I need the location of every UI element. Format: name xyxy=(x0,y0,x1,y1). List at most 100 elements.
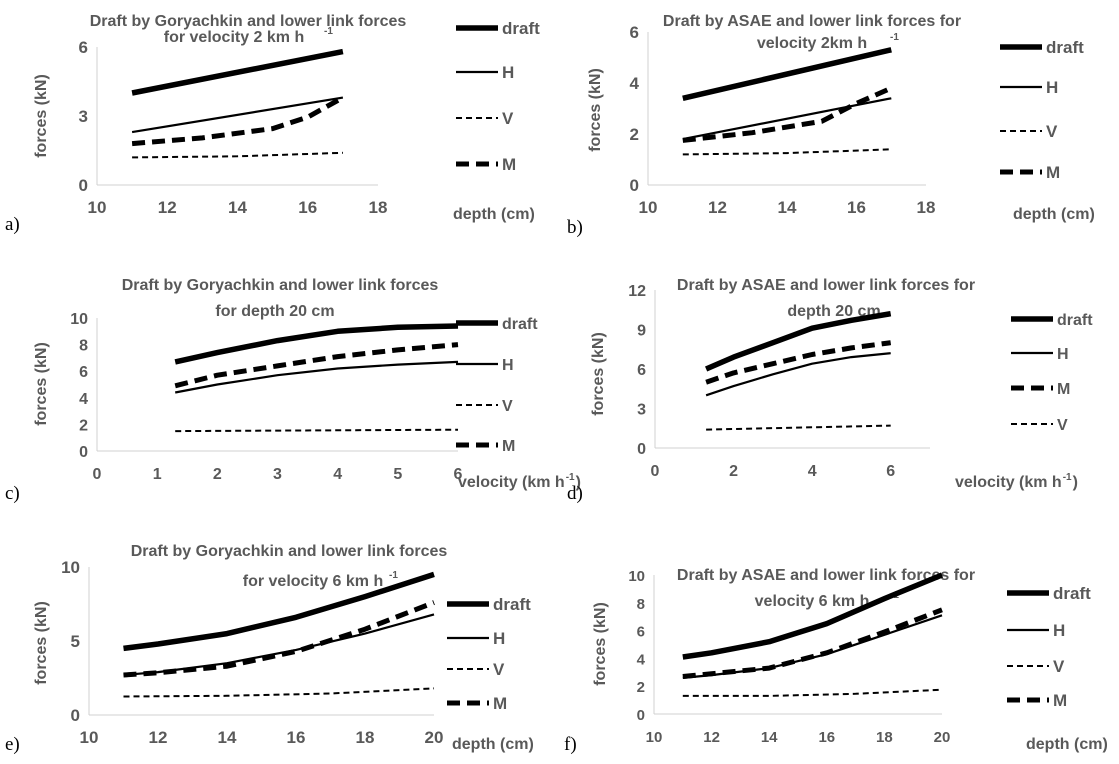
series-line-m xyxy=(682,607,943,679)
x-tick-label: 10 xyxy=(639,198,658,217)
chart-title-line-1: Draft by ASAE and lower link forces for xyxy=(677,277,975,294)
x-tick-label: 14 xyxy=(228,198,247,217)
x-axis-label: depth (cm) xyxy=(453,206,535,223)
x-tick-label: 5 xyxy=(393,466,402,483)
chart-title-line-2: velocity 2km h xyxy=(757,35,867,52)
x-tick-label: 2 xyxy=(213,466,222,483)
x-tick-label: 10 xyxy=(88,198,107,217)
legend-label-m: M xyxy=(502,438,515,455)
x-tick-label: 18 xyxy=(356,728,375,747)
y-tick-label: 6 xyxy=(637,624,645,641)
y-tick-label: 4 xyxy=(79,391,88,408)
x-axis-label-superscript: -1 xyxy=(1063,472,1072,483)
chart-title-line-2: for velocity 2 km h xyxy=(164,29,305,46)
legend-label-m: M xyxy=(1046,163,1060,182)
y-tick-label: 4 xyxy=(630,74,640,93)
x-tick-label: 10 xyxy=(646,729,663,746)
x-tick-label: 0 xyxy=(93,466,102,483)
legend-label-draft: draft xyxy=(1053,584,1091,603)
legend-label-v: V xyxy=(493,660,505,679)
x-axis-label: depth (cm) xyxy=(1026,736,1108,753)
series-line-draft xyxy=(705,310,892,372)
series-line-v xyxy=(132,151,343,159)
y-tick-label: 0 xyxy=(630,176,639,195)
series-line-m xyxy=(682,85,893,143)
x-tick-label: 3 xyxy=(273,466,282,483)
series-line-m xyxy=(131,95,345,147)
x-tick-label: 2 xyxy=(729,463,738,480)
y-tick-label: 2 xyxy=(637,679,645,696)
x-tick-label: 16 xyxy=(847,198,866,217)
chart-title-line-1: Draft by Goryachkin and lower link force… xyxy=(122,277,439,294)
panel-label: f) xyxy=(564,734,577,755)
legend-label-draft: draft xyxy=(502,19,540,38)
y-tick-label: 10 xyxy=(61,558,80,577)
y-tick-label: 6 xyxy=(79,364,88,381)
chart-title-line-1: Draft by Goryachkin and lower link force… xyxy=(90,13,407,30)
legend-label-v: V xyxy=(1057,417,1068,434)
x-tick-label: 16 xyxy=(287,728,306,747)
x-tick-label: 14 xyxy=(218,728,237,747)
x-tick-label: 12 xyxy=(708,198,727,217)
x-tick-label: 16 xyxy=(298,198,317,217)
legend-label-h: H xyxy=(1057,346,1069,363)
y-tick-label: 8 xyxy=(79,338,88,355)
legend-label-h: H xyxy=(502,63,514,82)
y-tick-label: 3 xyxy=(79,107,88,126)
chart-title-line-1: Draft by ASAE and lower link forces for xyxy=(663,13,961,30)
series-line-m xyxy=(123,600,435,678)
series-line-v xyxy=(175,428,459,433)
x-tick-label: 6 xyxy=(886,463,895,480)
x-tick-label: 20 xyxy=(934,729,951,746)
chart-title-line-2: depth 20 cm xyxy=(787,303,880,320)
series-line-m xyxy=(705,340,892,385)
y-tick-label: 0 xyxy=(637,707,645,724)
x-tick-label: 18 xyxy=(876,729,893,746)
y-axis-label: forces (kN) xyxy=(592,602,609,686)
x-axis-label: velocity (km h xyxy=(955,474,1062,491)
y-tick-label: 10 xyxy=(628,568,645,585)
series-line-h xyxy=(682,97,892,141)
series-line-draft xyxy=(682,572,944,660)
legend-label-h: H xyxy=(502,357,514,374)
series-line-v xyxy=(123,687,435,698)
legend-label-v: V xyxy=(502,109,514,128)
y-tick-label: 2 xyxy=(630,125,639,144)
legend-label-v: V xyxy=(1053,657,1065,676)
chart-d: d) Draft by ASAE and lower link forces fo… xyxy=(567,277,1093,504)
x-tick-label: 12 xyxy=(158,198,177,217)
legend-label-m: M xyxy=(493,694,507,713)
chart-c: c) Draft by Goryachkin and lower link for… xyxy=(5,277,581,504)
y-tick-label: 8 xyxy=(637,596,645,613)
chart-b: b) Draft by ASAE and lower link forces fo… xyxy=(567,13,1095,238)
y-tick-label: 0 xyxy=(79,176,88,195)
x-axis-label-end: ) xyxy=(1073,474,1078,491)
y-tick-label: 4 xyxy=(637,651,646,668)
x-axis-label: depth (cm) xyxy=(452,736,534,753)
y-tick-label: 2 xyxy=(79,417,88,434)
panel-label: a) xyxy=(5,214,20,235)
legend-label-h: H xyxy=(1053,621,1065,640)
legend-label-draft: draft xyxy=(1057,312,1093,329)
x-tick-label: 6 xyxy=(454,466,463,483)
panel-label: d) xyxy=(567,483,583,504)
x-axis-label: depth (cm) xyxy=(1013,206,1095,223)
x-tick-label: 16 xyxy=(818,729,835,746)
legend-label-m: M xyxy=(502,155,516,174)
y-axis-label: forces (kN) xyxy=(33,74,50,158)
series-line-h xyxy=(131,96,344,134)
y-tick-label: 0 xyxy=(71,706,80,725)
y-axis-label: forces (kN) xyxy=(33,342,50,426)
chart-title-superscript: -1 xyxy=(324,26,333,37)
x-tick-label: 18 xyxy=(369,198,388,217)
legend-label-m: M xyxy=(1057,381,1070,398)
x-tick-label: 10 xyxy=(80,728,99,747)
legend-label-v: V xyxy=(502,398,513,415)
y-tick-label: 6 xyxy=(637,362,646,379)
y-tick-label: 0 xyxy=(79,444,88,461)
y-tick-label: 12 xyxy=(628,283,646,300)
y-axis-label: forces (kN) xyxy=(33,601,50,685)
series-line-h xyxy=(174,360,459,394)
chart-title-line-2: velocity 6 km h xyxy=(755,593,870,610)
